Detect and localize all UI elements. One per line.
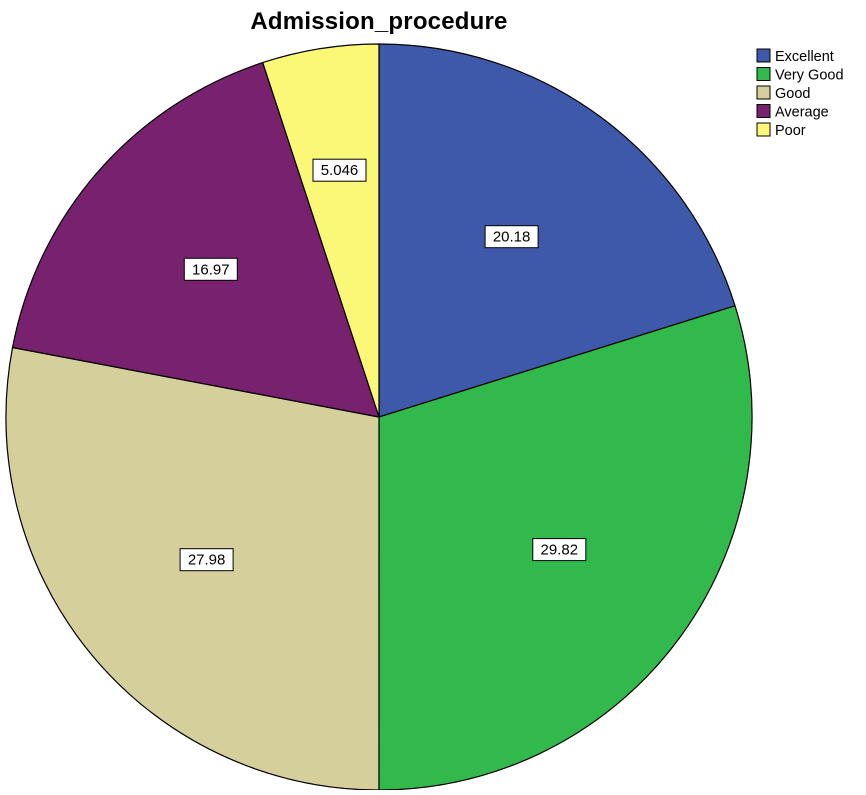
data-label-average: 16.97 (183, 257, 238, 281)
legend-label: Average (775, 105, 829, 121)
legend-label: Very Good (775, 68, 844, 84)
data-label-box (312, 158, 367, 182)
legend-item-excellent: Excellent (756, 48, 834, 65)
data-label-excellent: 20.18 (484, 225, 539, 249)
pie-data-labels: 20.18 29.82 27.98 16.97 5.046 (179, 158, 587, 572)
legend-item-average: Average (756, 104, 829, 121)
data-label-good: 27.98 (179, 548, 234, 572)
legend-label: Poor (775, 123, 806, 139)
chart-title: Admission_procedure (250, 8, 508, 35)
data-label-box (532, 538, 587, 562)
data-label-text: 27.98 (188, 552, 226, 569)
data-label-text: 29.82 (541, 542, 579, 559)
legend-label: Excellent (775, 49, 834, 65)
legend-item-very-good: Very Good (756, 67, 844, 84)
data-label-text: 16.97 (192, 261, 230, 278)
legend-swatch (756, 122, 771, 137)
pie-slice-poor (262, 43, 380, 418)
legend-item-good: Good (756, 85, 810, 102)
pie-slice-excellent (378, 43, 736, 418)
legend-swatch (756, 48, 771, 63)
data-label-text: 5.046 (321, 162, 359, 179)
data-label-box (484, 225, 539, 249)
legend-item-poor: Poor (756, 122, 806, 139)
legend-swatch (756, 67, 771, 81)
legend-swatch (756, 104, 771, 118)
legend: Excellent Very Good Good Average Poor (756, 48, 844, 139)
legend-label: Good (775, 86, 810, 102)
pie-slice-average (11, 61, 380, 418)
data-label-poor: 5.046 (312, 158, 367, 182)
data-label-box (183, 257, 238, 281)
pie-slices (5, 43, 753, 791)
data-label-text: 20.18 (493, 229, 531, 246)
data-label-box (179, 548, 234, 572)
legend-swatch (756, 85, 771, 100)
data-label-very-good: 29.82 (532, 538, 587, 562)
